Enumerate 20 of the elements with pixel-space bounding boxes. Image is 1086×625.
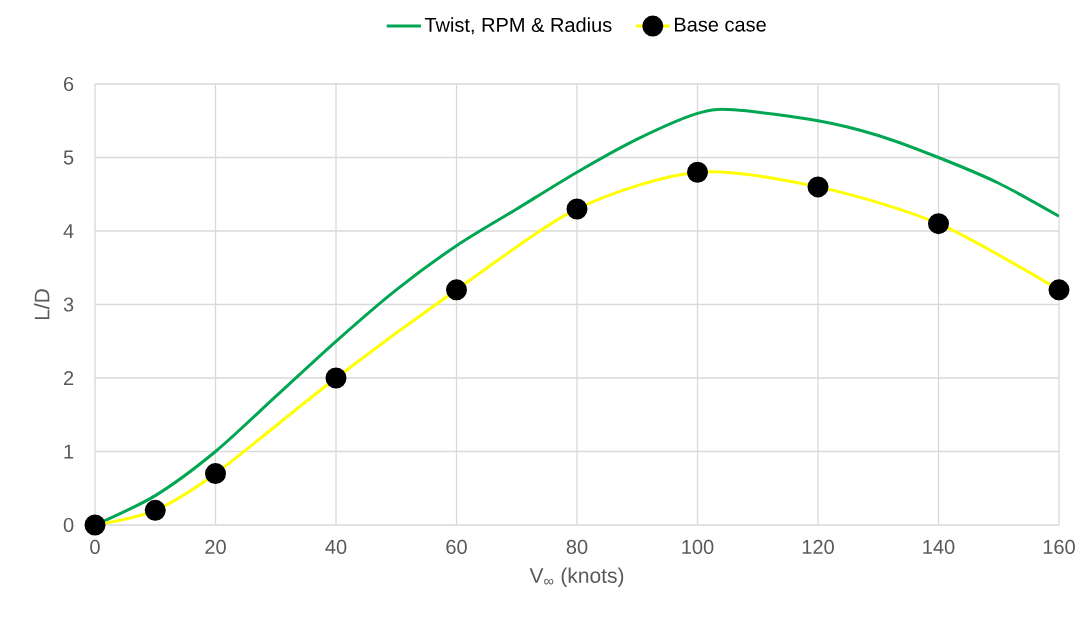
x-tick-label: 80: [566, 539, 588, 555]
y-tick-label: 5: [63, 150, 74, 165]
y-tick-label: 0: [63, 517, 74, 533]
y-axis-title: L/D: [34, 289, 50, 320]
x-tick-label: 0: [90, 539, 100, 555]
y-tick-label: 1: [64, 444, 74, 459]
x-tick-label: 60: [446, 539, 467, 555]
x-tick-label: 100: [682, 539, 714, 555]
y-tick-label: 6: [64, 76, 74, 92]
x-axis-title: V$_{∞}$ (knots): [529, 567, 624, 588]
legend-label: Twist, RPM & Radius: [424, 17, 612, 35]
y-tick-label: 4: [63, 224, 74, 238]
legend-label: Base case: [675, 17, 766, 32]
y-tick-label: 2: [64, 371, 74, 385]
x-tick-label: 20: [205, 539, 226, 555]
x-tick-label: 120: [802, 539, 834, 555]
y-tick-label: 3: [63, 297, 74, 312]
x-tick-label: 140: [923, 539, 955, 555]
x-tick-label: 160: [1043, 539, 1075, 555]
x-tick-label: 40: [325, 539, 347, 555]
